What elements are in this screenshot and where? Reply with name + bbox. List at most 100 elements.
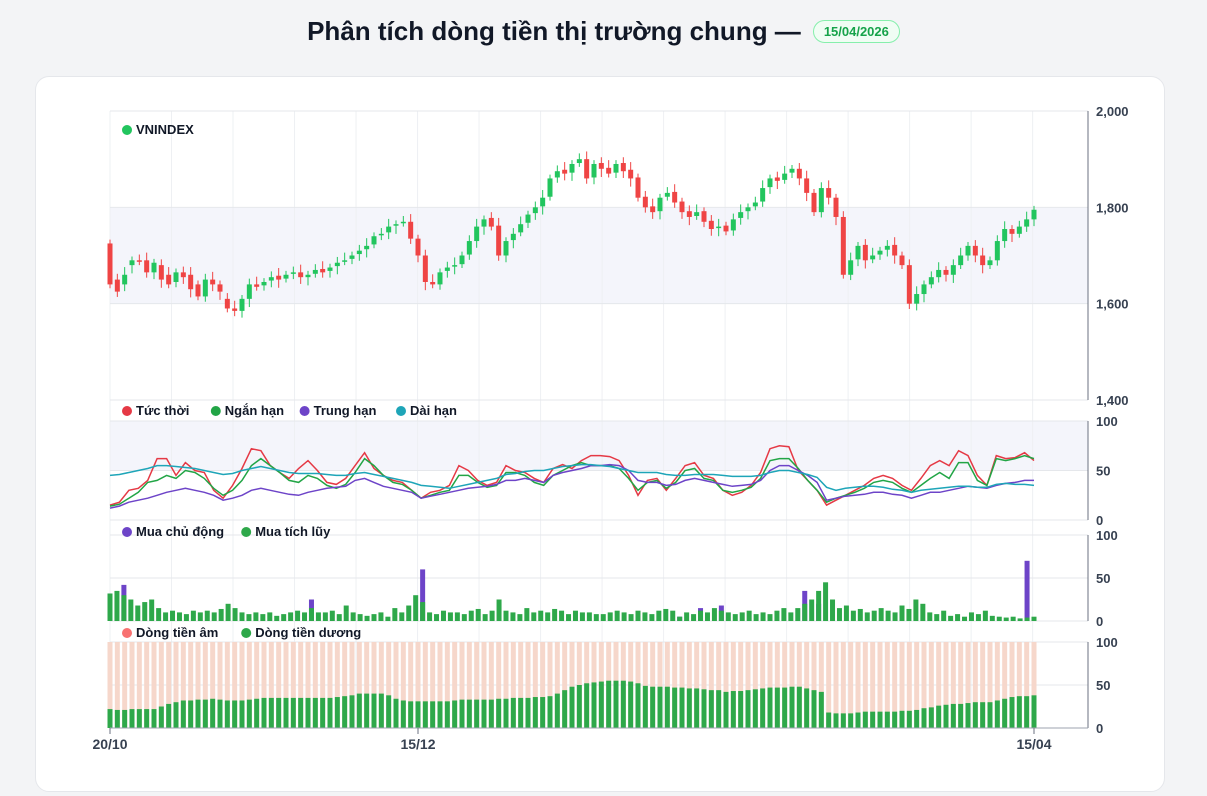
accumulate-bar [190, 610, 196, 621]
legend-dot [122, 527, 132, 537]
negative-flow-bar [723, 642, 729, 728]
positive-flow-bar [481, 699, 487, 728]
candle [782, 173, 788, 180]
positive-flow-bar [378, 693, 384, 728]
negative-flow-bar [232, 642, 238, 728]
y-tick-label: 1,800 [1096, 200, 1129, 215]
positive-flow-bar [628, 681, 634, 728]
positive-flow-bar [547, 696, 553, 728]
legend-dot [122, 628, 132, 638]
candle [686, 211, 692, 217]
accumulate-bar [142, 602, 148, 621]
accumulate-bar [975, 614, 981, 621]
negative-flow-bar [833, 642, 839, 728]
positive-flow-bar [708, 690, 714, 728]
negative-flow-bar [518, 642, 524, 728]
negative-flow-bar [774, 642, 780, 728]
negative-flow-bar [503, 642, 509, 728]
accumulate-bar [809, 599, 815, 621]
negative-flow-bar [958, 642, 964, 728]
positive-flow-bar [928, 707, 934, 728]
positive-flow-bar [716, 690, 722, 728]
negative-flow-bar [217, 642, 223, 728]
candle [144, 260, 150, 273]
positive-flow-bar [210, 698, 216, 728]
positive-flow-bar [584, 683, 590, 728]
accumulate-bar [600, 614, 606, 621]
negative-flow-bar [334, 642, 340, 728]
negative-flow-bar [532, 642, 538, 728]
negative-flow-bar [415, 642, 421, 728]
negative-flow-bar [386, 642, 392, 728]
positive-flow-bar [430, 701, 436, 728]
negative-flow-bar [848, 642, 854, 728]
candle [1031, 209, 1037, 220]
positive-flow-bar [525, 697, 531, 728]
negative-flow-bar [547, 642, 553, 728]
candle [987, 260, 993, 266]
negative-flow-bar [1024, 642, 1030, 728]
candle [283, 274, 289, 279]
candle [510, 233, 516, 241]
accumulate-bar [225, 603, 231, 621]
candle [899, 255, 905, 266]
positive-flow-bar [195, 699, 201, 728]
accumulate-bar [156, 608, 162, 621]
candle [481, 219, 487, 227]
negative-flow-bar [554, 642, 560, 728]
positive-flow-bar [459, 699, 465, 728]
candle [1009, 229, 1015, 234]
positive-flow-bar [1009, 697, 1015, 728]
accumulate-bar [302, 612, 308, 621]
candle [562, 169, 568, 174]
positive-flow-bar [789, 686, 795, 728]
negative-flow-bar [305, 642, 311, 728]
accumulate-bar [253, 612, 259, 621]
axes: 2,0001,8001,6001,40010050010050010050020… [92, 104, 1128, 752]
positive-flow-bar [752, 689, 758, 728]
negative-flow-bar [906, 642, 912, 728]
positive-flow-bar [283, 697, 289, 728]
positive-flow-bar [342, 696, 348, 728]
negative-flow-bar [855, 642, 861, 728]
accumulate-bar [802, 603, 808, 621]
positive-flow-bar [180, 700, 186, 728]
candle [642, 196, 648, 208]
negative-flow-bar [290, 642, 296, 728]
candle [393, 224, 399, 226]
negative-flow-bar [144, 642, 150, 728]
accumulate-bar [996, 616, 1002, 621]
candle [437, 272, 443, 285]
accumulate-bar [670, 610, 676, 621]
negative-flow-bar [914, 642, 920, 728]
positive-flow-bar [136, 709, 142, 728]
date-badge: 15/04/2026 [812, 19, 900, 43]
accumulate-bar [336, 614, 342, 621]
candle [635, 177, 641, 198]
candle [158, 265, 164, 280]
positive-flow-bar [437, 701, 443, 728]
positive-flow-bar [268, 697, 274, 728]
legend-label: Dòng tiền âm [136, 625, 218, 640]
negative-flow-bar [430, 642, 436, 728]
accumulate-bar [295, 610, 301, 621]
accumulate-bar [392, 608, 398, 621]
y-tick-label: 50 [1096, 571, 1110, 586]
positive-flow-bar [298, 697, 304, 728]
accumulate-bar [1017, 618, 1023, 621]
negative-flow-bar [877, 642, 883, 728]
accumulate-bar [1024, 617, 1030, 621]
positive-flow-bar [701, 689, 707, 728]
candle [862, 244, 868, 261]
accumulate-bar [704, 612, 710, 621]
candle [760, 188, 766, 202]
positive-flow-bar [312, 697, 318, 728]
negative-flow-bar [459, 642, 465, 728]
accumulate-bar [503, 610, 509, 621]
candle [906, 265, 912, 304]
positive-flow-bar [936, 705, 942, 728]
legend-label: Dòng tiền dương [255, 625, 361, 640]
candle [965, 245, 971, 256]
accumulate-bar [836, 608, 842, 621]
